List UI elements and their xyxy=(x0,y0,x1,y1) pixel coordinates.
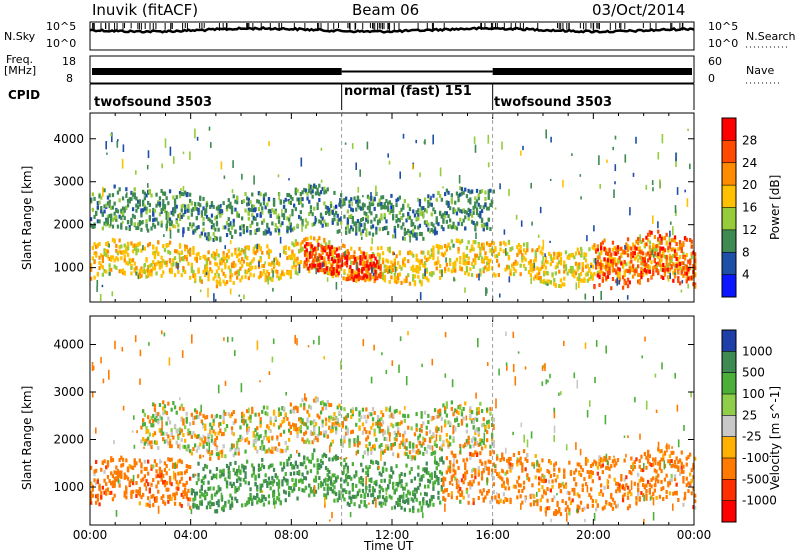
power-cbar-swatch xyxy=(722,274,736,298)
velocity-cbar-swatch xyxy=(722,372,736,395)
velocity-ytick-label: 1000 xyxy=(53,480,84,494)
power-ytick-label: 3000 xyxy=(53,175,84,189)
xaxis-tick-label: 08:00 xyxy=(274,528,309,542)
cpid-segment-1: twofsound 3503 xyxy=(94,95,213,110)
power-cbar-tick-label: 12 xyxy=(742,223,757,237)
xaxis-label: Time UT xyxy=(364,539,414,553)
freq-label: Freq. xyxy=(6,53,34,66)
velocity-cbar-tick-label: 25 xyxy=(742,408,757,422)
velocity-cbar-tick-label: -25 xyxy=(742,430,762,444)
power-ytick-label: 2000 xyxy=(53,218,84,232)
xaxis-tick-label: 12:00 xyxy=(375,528,410,542)
xaxis-tick-label: 00:00 xyxy=(677,528,712,542)
velocity-ylabel: Slant Range [km] xyxy=(20,385,34,490)
power-cbar-swatch xyxy=(722,185,736,208)
velocity-cbar-tick-label: 100 xyxy=(742,387,765,401)
nave-label: Nave xyxy=(746,64,775,77)
power-ylabel: Slant Range [km] xyxy=(20,165,34,270)
velocity-cbar-label: Velocity [m s^-1] xyxy=(768,385,782,490)
power-ytick-label: 4000 xyxy=(53,132,84,146)
velocity-ytick-label: 3000 xyxy=(53,385,84,399)
nsearch-label: N.Search xyxy=(746,30,796,43)
power-cbar-tick-label: 8 xyxy=(742,245,750,259)
velocity-cbar-tick-label: 1000 xyxy=(742,344,773,358)
power-cbar-tick-label: 4 xyxy=(742,268,750,282)
noise-panel-frame xyxy=(89,21,695,51)
freq-tick-bottom: 8 xyxy=(66,72,73,85)
xaxis-tick-label: 00:00 xyxy=(73,528,108,542)
power-cbar-swatch xyxy=(722,229,736,253)
power-cells xyxy=(90,126,697,303)
nsky-tick-top: 10^5 xyxy=(46,20,77,33)
power-ytick-label: 1000 xyxy=(53,261,84,275)
velocity-cbar-swatch xyxy=(722,351,736,374)
freq-panel-frame xyxy=(89,55,695,84)
nsearch-tick-top: 10^5 xyxy=(708,20,739,33)
velocity-cbar-swatch xyxy=(722,394,736,416)
velocity-cbar-tick-label: 500 xyxy=(742,366,765,380)
power-cbar-tick-label: 20 xyxy=(742,178,757,192)
power-cbar-tick-label: 28 xyxy=(742,133,757,147)
noise-sky-line xyxy=(89,26,695,34)
freq-band-segment-1 xyxy=(92,68,342,75)
power-cbar-label: Power [dB] xyxy=(768,174,782,240)
nsky-tick-bottom: 10^0 xyxy=(46,37,77,50)
power-cbar-swatch xyxy=(722,207,736,231)
nave-tick-bottom: 0 xyxy=(708,72,715,85)
freq-unit-label: [MHz] xyxy=(4,64,37,77)
power-cbar-tick-label: 24 xyxy=(742,156,757,170)
xaxis-tick-label: 16:00 xyxy=(475,528,510,542)
velocity-cbar-swatch xyxy=(722,479,736,502)
cpid-segment-2: normal (fast) 151 xyxy=(344,84,472,99)
nsearch-tick-bottom: 10^0 xyxy=(708,37,739,50)
power-cbar-swatch xyxy=(722,118,736,141)
power-cbar-swatch xyxy=(722,162,736,186)
velocity-cbar-tick-label: -100 xyxy=(742,451,769,465)
power-cbar-swatch xyxy=(722,252,736,276)
freq-tick-top: 18 xyxy=(62,55,76,68)
velocity-cbar-frame xyxy=(721,329,737,523)
nsky-label: N.Sky xyxy=(4,30,36,43)
freq-band-segment-3 xyxy=(492,68,692,75)
velocity-cbar-tick-label: -1000 xyxy=(742,494,777,508)
velocity-ytick-label: 2000 xyxy=(53,433,84,447)
velocity-cells xyxy=(90,330,697,525)
cpid-segment-3: twofsound 3503 xyxy=(494,95,613,110)
velocity-cbar-tick-label: -500 xyxy=(742,472,769,486)
velocity-cbar-swatch xyxy=(722,436,736,459)
nave-tick-top: 60 xyxy=(708,55,722,68)
date-title: 03/Oct/2014 xyxy=(592,1,686,19)
beam-title: Beam 06 xyxy=(352,1,420,19)
xaxis-tick-label: 04:00 xyxy=(173,528,208,542)
station-title: Inuvik (fitACF) xyxy=(92,1,199,19)
cpid-label: CPID xyxy=(8,88,41,102)
velocity-cbar-swatch xyxy=(722,415,736,438)
power-cbar-swatch xyxy=(722,140,736,164)
freq-band-segment-2 xyxy=(341,70,493,73)
power-cbar-tick-label: 16 xyxy=(742,201,757,215)
velocity-cbar-swatch xyxy=(722,458,736,480)
velocity-cbar-swatch xyxy=(722,330,736,352)
velocity-cbar-swatch xyxy=(722,500,736,523)
velocity-ytick-label: 4000 xyxy=(53,338,84,352)
xaxis-tick-label: 20:00 xyxy=(576,528,611,542)
